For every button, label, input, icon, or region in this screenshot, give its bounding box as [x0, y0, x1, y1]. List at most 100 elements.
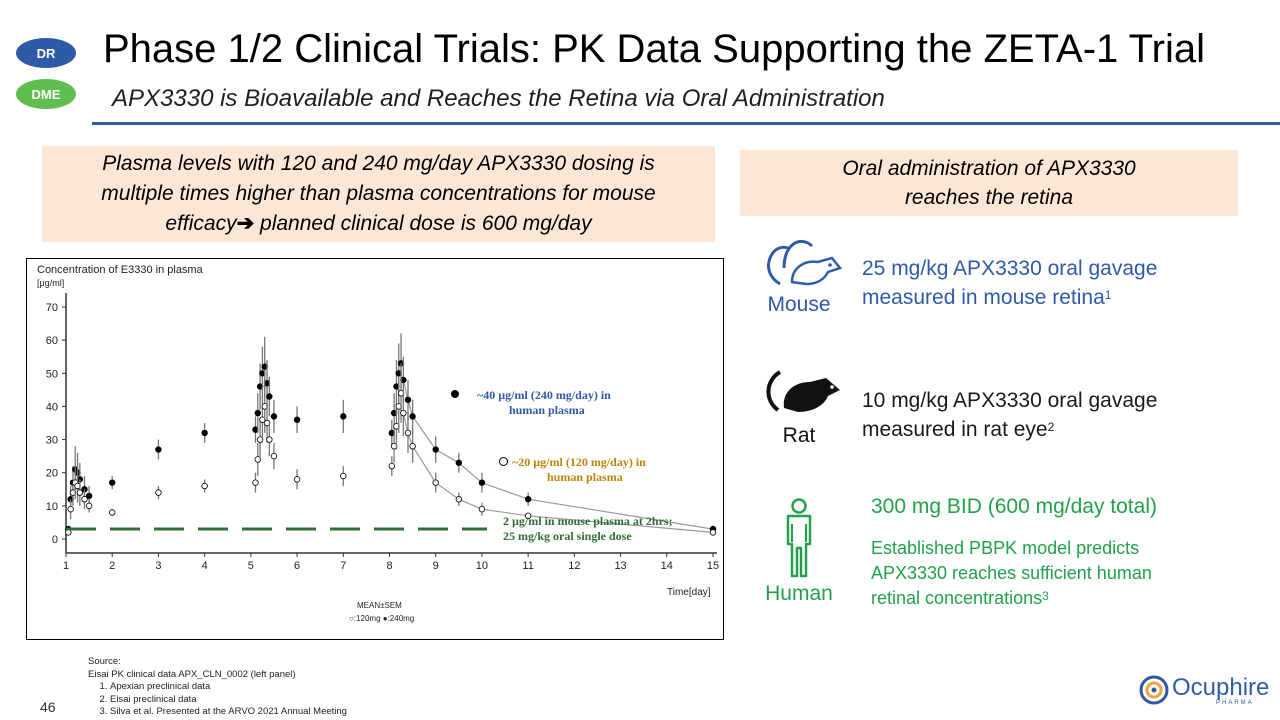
pk-chart-panel: Concentration of E3330 in plasma [μg/ml]…	[26, 258, 724, 640]
annotation-mouse: 2 µg/ml in mouse plasma at 2hrs; 25 mg/k…	[503, 514, 673, 544]
series-120mg-point	[155, 489, 162, 496]
annotation-mouse-line-2: 25 mg/kg oral single dose	[503, 529, 632, 543]
x-tick-label: 6	[294, 560, 300, 572]
series-120mg-point	[432, 479, 439, 486]
series-240mg-point	[201, 429, 208, 437]
page-number: 46	[40, 699, 56, 715]
series-120mg-point	[81, 496, 88, 503]
x-tick-label: 13	[614, 560, 626, 572]
series-120mg-point	[455, 496, 463, 503]
y-tick-label: 20	[46, 468, 58, 480]
series-240mg-point	[254, 409, 261, 417]
ocuphire-logo: Ocuphire PHARMA	[1138, 672, 1270, 712]
mouse-icon	[762, 238, 844, 295]
series-120mg-point	[76, 489, 84, 496]
source-ref-1: Apexian preclinical data	[110, 681, 347, 694]
y-tick-label: 60	[46, 335, 58, 347]
series-120mg-point	[404, 429, 412, 437]
human-footnote-ref: 3	[1042, 589, 1049, 603]
series-240mg-point	[293, 416, 301, 423]
series-240mg-point	[266, 393, 273, 400]
series-120mg-point	[524, 512, 532, 519]
series-240mg-point	[455, 459, 463, 466]
annotation-mouse-line-1: 2 µg/ml in mouse plasma at 2hrs;	[503, 514, 673, 528]
callout-line-3-post: planned clinical dose is 600 mg/day	[254, 212, 592, 235]
series-240mg-point	[524, 496, 532, 503]
logo-wordmark: Ocuphire	[1172, 674, 1270, 701]
series-120mg-point	[201, 482, 208, 490]
y-tick-label: 40	[46, 401, 58, 413]
human-icon	[780, 498, 818, 583]
series-120mg-point	[388, 462, 396, 470]
series-240mg-point	[340, 413, 347, 420]
mouse-footnote-ref: 1	[1104, 288, 1112, 302]
source-heading: Source:	[88, 656, 121, 667]
legend-line-2: ○:120mg ●:240mg	[349, 614, 414, 623]
annotation-120mg-line-1: ~20 µg/ml (120 mg/day) in	[512, 455, 646, 469]
callout-line-3-pre: efficacy	[165, 212, 237, 235]
human-headline: 300 mg BID (600 mg/day total)	[871, 495, 1157, 518]
logo-tagline: PHARMA	[1216, 700, 1254, 706]
x-axis-label: Time[day]	[667, 587, 711, 598]
series-120mg-point	[293, 476, 301, 483]
rat-icon	[762, 368, 844, 421]
human-desc-line-3: retinal concentrations3	[871, 586, 1152, 611]
retina-callout-line-2: reaches the retina	[904, 186, 1074, 209]
series-120mg-point	[270, 452, 278, 460]
series-120mg-point	[478, 505, 486, 513]
series-240mg-point	[432, 446, 439, 453]
mouse-desc-line-2: measured in mouse retina1	[862, 283, 1157, 312]
human-desc-line-3-text: retinal concentrations	[871, 588, 1043, 608]
x-tick-label: 12	[568, 560, 580, 572]
page-subtitle: APX3330 is Bioavailable and Reaches the …	[112, 85, 885, 112]
y-tick-label: 10	[46, 501, 58, 513]
dme-badge: DME	[16, 79, 76, 109]
retina-callout: Oral administration of APX3330 reaches t…	[740, 150, 1238, 216]
source-ref-2: Eisai preclinical data	[110, 694, 347, 707]
annotation-240mg-line-1: ~40 µg/ml (240 mg/day) in	[477, 388, 611, 402]
series-240mg-point	[109, 479, 116, 486]
source-references: Apexian preclinical data Eisai preclinic…	[88, 681, 347, 719]
annotation-240mg: ~40 µg/ml (240 mg/day) in human plasma	[451, 388, 611, 418]
dr-badge: DR	[16, 38, 76, 68]
annotation-120mg: ~20 µg/ml (120 mg/day) in human plasma	[499, 455, 646, 485]
y-tick-label: 50	[46, 368, 58, 380]
x-tick-label: 8	[386, 560, 392, 572]
rat-description: 10 mg/kg APX3330 oral gavage measured in…	[862, 386, 1157, 444]
series-240mg-point	[155, 446, 162, 453]
series-240mg-point	[404, 396, 412, 403]
x-tick-label: 15	[707, 560, 719, 572]
series-120mg-point	[340, 472, 347, 480]
x-tick-label: 14	[661, 560, 673, 572]
y-tick-label: 30	[46, 435, 58, 447]
rat-footnote-ref: 2	[1047, 420, 1055, 434]
series-120mg-point	[409, 442, 416, 450]
annotation-240mg-line-2: human plasma	[509, 403, 585, 417]
x-tick-label: 4	[202, 560, 208, 572]
human-label: Human	[765, 582, 833, 605]
right-arrow-icon: ➔	[236, 212, 255, 235]
callout-line-3: efficacy➔ planned clinical dose is 600 m…	[101, 209, 655, 239]
mouse-description: 25 mg/kg APX3330 oral gavage measured in…	[862, 254, 1157, 312]
pk-chart: Concentration of E3330 in plasma [μg/ml]…	[37, 264, 719, 623]
page-title: Phase 1/2 Clinical Trials: PK Data Suppo…	[103, 27, 1205, 71]
legend-line-1: MEAN±SEM	[357, 601, 402, 610]
open-dot-icon	[499, 457, 508, 466]
header-divider	[92, 122, 1280, 125]
ocuphire-logo-mark-icon	[1139, 675, 1169, 705]
mouse-desc-line-2-text: measured in mouse retina	[862, 286, 1105, 309]
y-tick-label: 0	[52, 534, 58, 546]
x-tick-label: 10	[476, 560, 488, 572]
human-description: Established PBPK model predicts APX3330 …	[871, 536, 1152, 611]
series-120mg-point	[252, 479, 259, 486]
series-240mg-point	[270, 413, 278, 420]
rat-label: Rat	[782, 424, 816, 447]
series-120mg-point	[709, 529, 717, 536]
annotation-120mg-line-2: human plasma	[547, 470, 623, 484]
mouse-desc-line-1: 25 mg/kg APX3330 oral gavage	[862, 257, 1158, 280]
series-240mg-point	[85, 492, 93, 500]
chart-title: Concentration of E3330 in plasma	[37, 264, 204, 276]
series-120mg-point	[109, 509, 116, 516]
callout-line-1: Plasma levels with 120 and 240 mg/day AP…	[102, 152, 655, 175]
source-notes: Source: Eisai PK clinical data APX_CLN_0…	[88, 656, 347, 719]
